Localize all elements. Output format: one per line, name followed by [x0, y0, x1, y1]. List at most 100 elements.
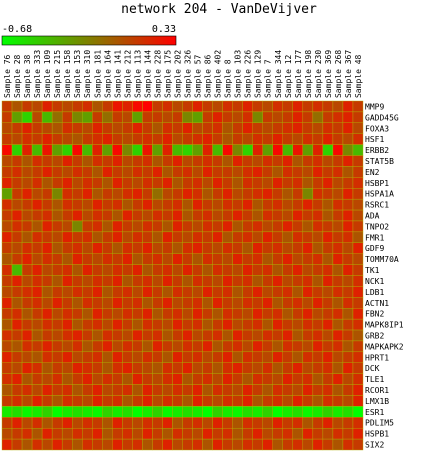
heatmap-cell — [51, 286, 63, 298]
heatmap-cell — [262, 144, 273, 156]
heatmap-cell — [342, 351, 354, 363]
heatmap-cell — [302, 384, 314, 396]
heatmap-cell — [112, 308, 123, 320]
heatmap-cell — [132, 351, 143, 363]
heatmap-cell — [122, 406, 133, 418]
heatmap-cell — [31, 340, 43, 353]
column-label: Sample 12 — [284, 54, 293, 98]
heatmap-cell — [172, 220, 183, 233]
heatmap-cell — [112, 351, 123, 363]
heatmap-cell — [152, 122, 163, 134]
heatmap-cell — [41, 427, 53, 440]
heatmap-cell — [152, 417, 163, 429]
heatmap-cell — [142, 144, 153, 156]
heatmap-cell — [272, 133, 283, 145]
heatmap-cell — [11, 177, 23, 189]
heatmap-cell — [61, 242, 73, 254]
heatmap-cell — [262, 406, 273, 418]
heatmap-cell — [292, 417, 304, 429]
heatmap-cell — [82, 122, 93, 134]
heatmap-cell — [342, 166, 354, 178]
heatmap-cell — [92, 155, 103, 167]
heatmap-cell — [202, 122, 213, 134]
heatmap-cell — [102, 340, 113, 353]
heatmap-cell — [112, 188, 123, 200]
heatmap-cell — [292, 373, 304, 385]
heatmap-cell — [132, 308, 143, 320]
heatmap-cell — [292, 406, 304, 418]
heatmap-cell — [21, 308, 33, 320]
heatmap-cell — [61, 438, 73, 451]
heatmap-cell — [41, 144, 53, 156]
heatmap-cell — [232, 340, 243, 353]
heatmap-cell — [1, 198, 13, 211]
heatmap-cell — [152, 308, 163, 320]
heatmap-cell — [332, 166, 344, 178]
heatmap-cell — [162, 362, 173, 374]
heatmap-cell — [312, 188, 324, 200]
heatmap-cell — [292, 209, 304, 222]
heatmap-cell — [172, 406, 183, 418]
heatmap-cell — [272, 198, 283, 211]
heatmap-cell — [272, 362, 283, 374]
heatmap-cell — [262, 362, 273, 374]
heatmap-cell — [272, 406, 283, 418]
heatmap-cell — [142, 362, 153, 374]
heatmap-cell — [122, 209, 133, 222]
heatmap-cell — [232, 351, 243, 363]
heatmap-cell — [162, 308, 173, 320]
heatmap-cell — [252, 286, 263, 298]
heatmap-cell — [262, 373, 273, 385]
heatmap-cell — [232, 242, 243, 254]
heatmap-cell — [302, 133, 314, 145]
heatmap-cell — [202, 209, 213, 222]
heatmap-cell — [202, 231, 213, 243]
heatmap-cell — [262, 340, 273, 353]
heatmap-cell — [222, 188, 233, 200]
heatmap-cell — [192, 362, 203, 374]
heatmap-cell — [272, 253, 283, 265]
heatmap-cell — [41, 220, 53, 233]
heatmap-cell — [342, 133, 354, 145]
heatmap-cell — [162, 177, 173, 189]
heatmap-cell — [332, 133, 344, 145]
heatmap-cell — [132, 242, 143, 254]
heatmap-cell — [252, 318, 263, 331]
heatmap-cell — [342, 395, 354, 407]
heatmap-cell — [162, 188, 173, 200]
heatmap-cell — [212, 308, 223, 320]
heatmap-cell — [322, 198, 334, 211]
heatmap-cell — [102, 427, 113, 440]
heatmap-cell — [222, 297, 233, 309]
heatmap-cell — [162, 373, 173, 385]
heatmap-cell — [11, 362, 23, 374]
heatmap-cell — [312, 438, 324, 451]
column-label: Sample 230 — [314, 50, 323, 98]
heatmap-cell — [122, 177, 133, 189]
heatmap-cell — [212, 133, 223, 145]
column-label: Sample 268 — [334, 50, 343, 98]
heatmap-cell — [342, 198, 354, 211]
heatmap-cell — [61, 111, 73, 124]
heatmap-cell — [332, 340, 344, 353]
heatmap-cell — [242, 395, 253, 407]
heatmap-cell — [61, 286, 73, 298]
heatmap-cell — [92, 166, 103, 178]
heatmap-cell — [21, 297, 33, 309]
heatmap-cell — [82, 329, 93, 342]
heatmap-cell — [212, 188, 223, 200]
heatmap-cell — [51, 133, 63, 145]
heatmap-cell — [142, 438, 153, 451]
heatmap-cell — [352, 384, 364, 396]
heatmap-cell — [282, 351, 294, 363]
heatmap-cell — [302, 297, 314, 309]
heatmap-cell — [51, 329, 63, 342]
heatmap-cell — [222, 220, 233, 233]
heatmap-cell — [202, 100, 213, 113]
heatmap-cell — [51, 438, 63, 451]
heatmap-cell — [41, 417, 53, 429]
heatmap-cell — [182, 253, 193, 265]
heatmap-cell — [332, 406, 344, 418]
heatmap-cell — [162, 155, 173, 167]
column-label: Sample 103 — [234, 50, 243, 98]
